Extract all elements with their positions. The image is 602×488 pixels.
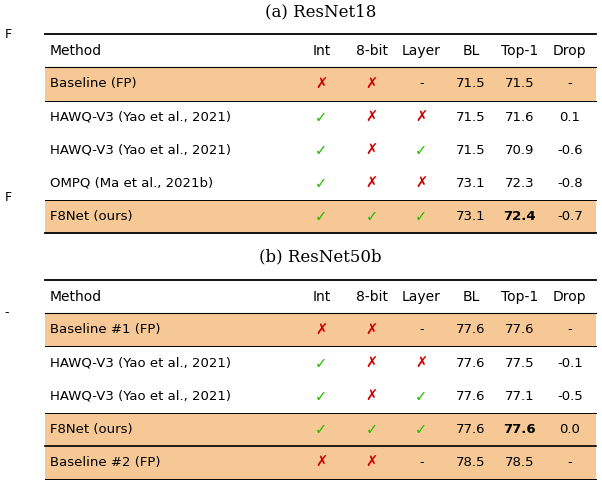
Text: BL: BL (462, 44, 480, 58)
Text: -0.8: -0.8 (557, 177, 583, 190)
Text: 71.5: 71.5 (456, 144, 486, 157)
Text: 71.6: 71.6 (505, 111, 535, 123)
Text: ✓: ✓ (315, 209, 327, 224)
Text: ✗: ✗ (315, 455, 327, 470)
Text: ✓: ✓ (315, 389, 327, 404)
Text: 73.1: 73.1 (456, 177, 486, 190)
Text: ✗: ✗ (415, 110, 427, 124)
Text: -: - (419, 78, 424, 90)
Text: 78.5: 78.5 (456, 456, 486, 469)
Text: 71.5: 71.5 (456, 111, 486, 123)
Text: 77.5: 77.5 (505, 357, 535, 369)
Bar (45, 67, 596, 101)
Text: 77.6: 77.6 (456, 357, 486, 369)
Text: ✗: ✗ (315, 323, 327, 337)
Text: ✓: ✓ (315, 110, 327, 124)
Text: Layer: Layer (402, 44, 441, 58)
Text: Drop: Drop (553, 44, 586, 58)
Bar (45, 200, 596, 233)
Text: ✗: ✗ (365, 323, 378, 337)
Text: 77.6: 77.6 (456, 324, 486, 336)
Text: 72.4: 72.4 (503, 210, 536, 223)
Text: -: - (5, 306, 9, 319)
Text: ✓: ✓ (315, 422, 327, 437)
Text: 77.1: 77.1 (505, 390, 535, 403)
Text: Top-1: Top-1 (501, 290, 538, 304)
Text: 77.6: 77.6 (505, 324, 535, 336)
Text: 8-bit: 8-bit (356, 44, 388, 58)
Text: Int: Int (312, 44, 330, 58)
Text: ✗: ✗ (365, 143, 378, 158)
Text: F: F (5, 28, 12, 41)
Text: ✓: ✓ (415, 143, 427, 158)
Text: ✗: ✗ (365, 110, 378, 124)
Text: -0.5: -0.5 (557, 390, 583, 403)
Text: HAWQ-V3 (Yao et al., 2021): HAWQ-V3 (Yao et al., 2021) (50, 390, 231, 403)
Text: HAWQ-V3 (Yao et al., 2021): HAWQ-V3 (Yao et al., 2021) (50, 111, 231, 123)
Text: ✗: ✗ (415, 176, 427, 191)
Text: 77.6: 77.6 (456, 423, 486, 436)
Text: ✓: ✓ (315, 176, 327, 191)
Text: ✓: ✓ (315, 356, 327, 370)
Text: ✗: ✗ (315, 77, 327, 91)
Text: Top-1: Top-1 (501, 44, 538, 58)
Text: ✓: ✓ (365, 209, 378, 224)
Text: (a) ResNet18: (a) ResNet18 (265, 4, 376, 20)
Text: ✗: ✗ (365, 356, 378, 370)
Text: -: - (419, 324, 424, 336)
Text: -0.7: -0.7 (557, 210, 583, 223)
Text: Int: Int (312, 290, 330, 304)
Text: F8Net (ours): F8Net (ours) (50, 423, 132, 436)
Text: BL: BL (462, 290, 480, 304)
Text: ✓: ✓ (415, 209, 427, 224)
Text: Method: Method (50, 44, 102, 58)
Text: -: - (568, 456, 572, 469)
Text: ✗: ✗ (365, 176, 378, 191)
Text: 72.3: 72.3 (505, 177, 535, 190)
Text: Baseline (FP): Baseline (FP) (50, 78, 137, 90)
Text: HAWQ-V3 (Yao et al., 2021): HAWQ-V3 (Yao et al., 2021) (50, 144, 231, 157)
Text: ✓: ✓ (365, 422, 378, 437)
Text: F: F (5, 191, 12, 204)
Text: Baseline #2 (FP): Baseline #2 (FP) (50, 456, 161, 469)
Bar (45, 446, 596, 479)
Bar (45, 313, 596, 346)
Text: Baseline #1 (FP): Baseline #1 (FP) (50, 324, 161, 336)
Text: F8Net (ours): F8Net (ours) (50, 210, 132, 223)
Text: ✓: ✓ (315, 143, 327, 158)
Text: -0.1: -0.1 (557, 357, 583, 369)
Text: 73.1: 73.1 (456, 210, 486, 223)
Text: 70.9: 70.9 (505, 144, 535, 157)
Text: 77.6: 77.6 (503, 423, 536, 436)
Text: (b) ResNet50b: (b) ResNet50b (259, 248, 382, 265)
Text: ✓: ✓ (415, 422, 427, 437)
Text: 71.5: 71.5 (456, 78, 486, 90)
Text: ✗: ✗ (365, 389, 378, 404)
Text: 0.0: 0.0 (559, 423, 580, 436)
Text: Drop: Drop (553, 290, 586, 304)
Text: -: - (568, 324, 572, 336)
Text: Layer: Layer (402, 290, 441, 304)
Text: ✗: ✗ (365, 77, 378, 91)
Text: 8-bit: 8-bit (356, 290, 388, 304)
Text: ✗: ✗ (415, 356, 427, 370)
Text: ✗: ✗ (365, 455, 378, 470)
Text: 0.1: 0.1 (559, 111, 580, 123)
Bar (45, 413, 596, 446)
Text: 78.5: 78.5 (505, 456, 535, 469)
Text: -: - (419, 456, 424, 469)
Text: HAWQ-V3 (Yao et al., 2021): HAWQ-V3 (Yao et al., 2021) (50, 357, 231, 369)
Text: OMPQ (Ma et al., 2021b): OMPQ (Ma et al., 2021b) (50, 177, 213, 190)
Text: Method: Method (50, 290, 102, 304)
Text: -0.6: -0.6 (557, 144, 583, 157)
Text: -: - (568, 78, 572, 90)
Text: 77.6: 77.6 (456, 390, 486, 403)
Text: ✓: ✓ (415, 389, 427, 404)
Text: 71.5: 71.5 (505, 78, 535, 90)
